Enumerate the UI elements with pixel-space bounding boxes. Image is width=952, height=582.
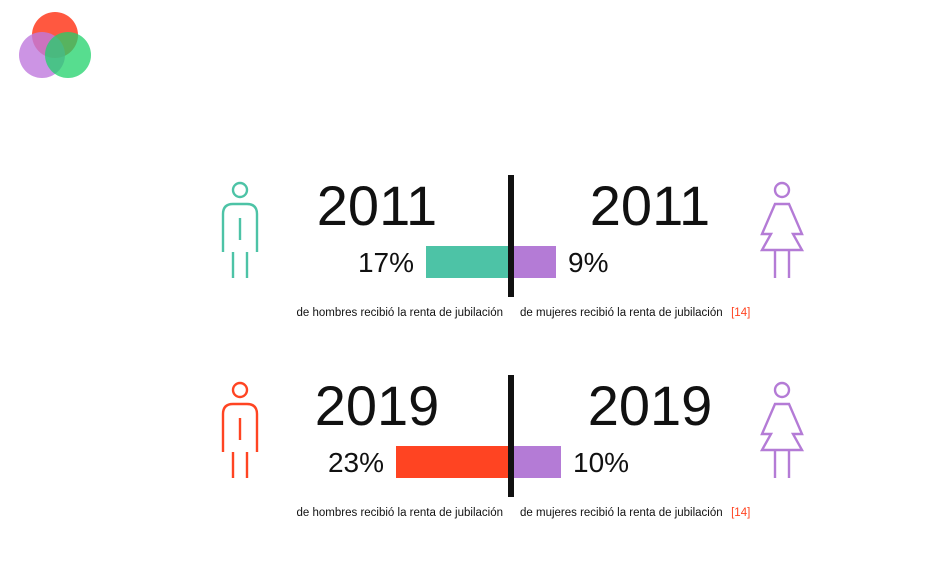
man-icon-body (221, 402, 259, 478)
logo-green-circle (45, 32, 91, 78)
man-icon (221, 381, 259, 478)
year-label-women: 2011 (590, 174, 710, 237)
caption-men: de hombres recibió la renta de jubilació… (297, 507, 503, 519)
year-label-women: 2019 (588, 374, 713, 437)
year-label-men: 2019 (315, 374, 440, 437)
man-icon-head (231, 181, 249, 199)
year-label-men: 2011 (317, 174, 437, 237)
bar-men (396, 446, 511, 478)
caption-women: de mujeres recibió la renta de jubilació… (520, 507, 723, 519)
woman-icon (759, 181, 805, 278)
bar-women (511, 246, 556, 278)
woman-icon-head (773, 181, 791, 199)
man-icon-head (231, 381, 249, 399)
row-2011: 2011 2011 17% 9% de hombres recibió la r… (221, 174, 805, 320)
reference-link[interactable]: [14] (731, 307, 750, 319)
bar-women (511, 446, 561, 478)
woman-icon-head (773, 381, 791, 399)
row-2019: 2019 2019 23% 10% de hombres recibió la … (221, 374, 805, 520)
man-icon (221, 181, 259, 278)
man-icon-body (221, 202, 259, 278)
woman-icon (759, 381, 805, 478)
value-label-women: 9% (568, 247, 608, 278)
woman-icon-body (759, 402, 805, 478)
center-divider (508, 175, 514, 297)
caption-women-line: de mujeres recibió la renta de jubilació… (520, 303, 750, 320)
caption-women-line: de mujeres recibió la renta de jubilació… (520, 503, 750, 520)
bar-men (426, 246, 511, 278)
value-label-women: 10% (573, 447, 629, 478)
caption-women: de mujeres recibió la renta de jubilació… (520, 307, 723, 319)
value-label-men: 17% (358, 247, 414, 278)
venn-logo-icon (19, 12, 91, 78)
caption-men: de hombres recibió la renta de jubilació… (297, 307, 503, 319)
value-label-men: 23% (328, 447, 384, 478)
woman-icon-body (759, 202, 805, 278)
center-divider (508, 375, 514, 497)
reference-link[interactable]: [14] (731, 507, 750, 519)
